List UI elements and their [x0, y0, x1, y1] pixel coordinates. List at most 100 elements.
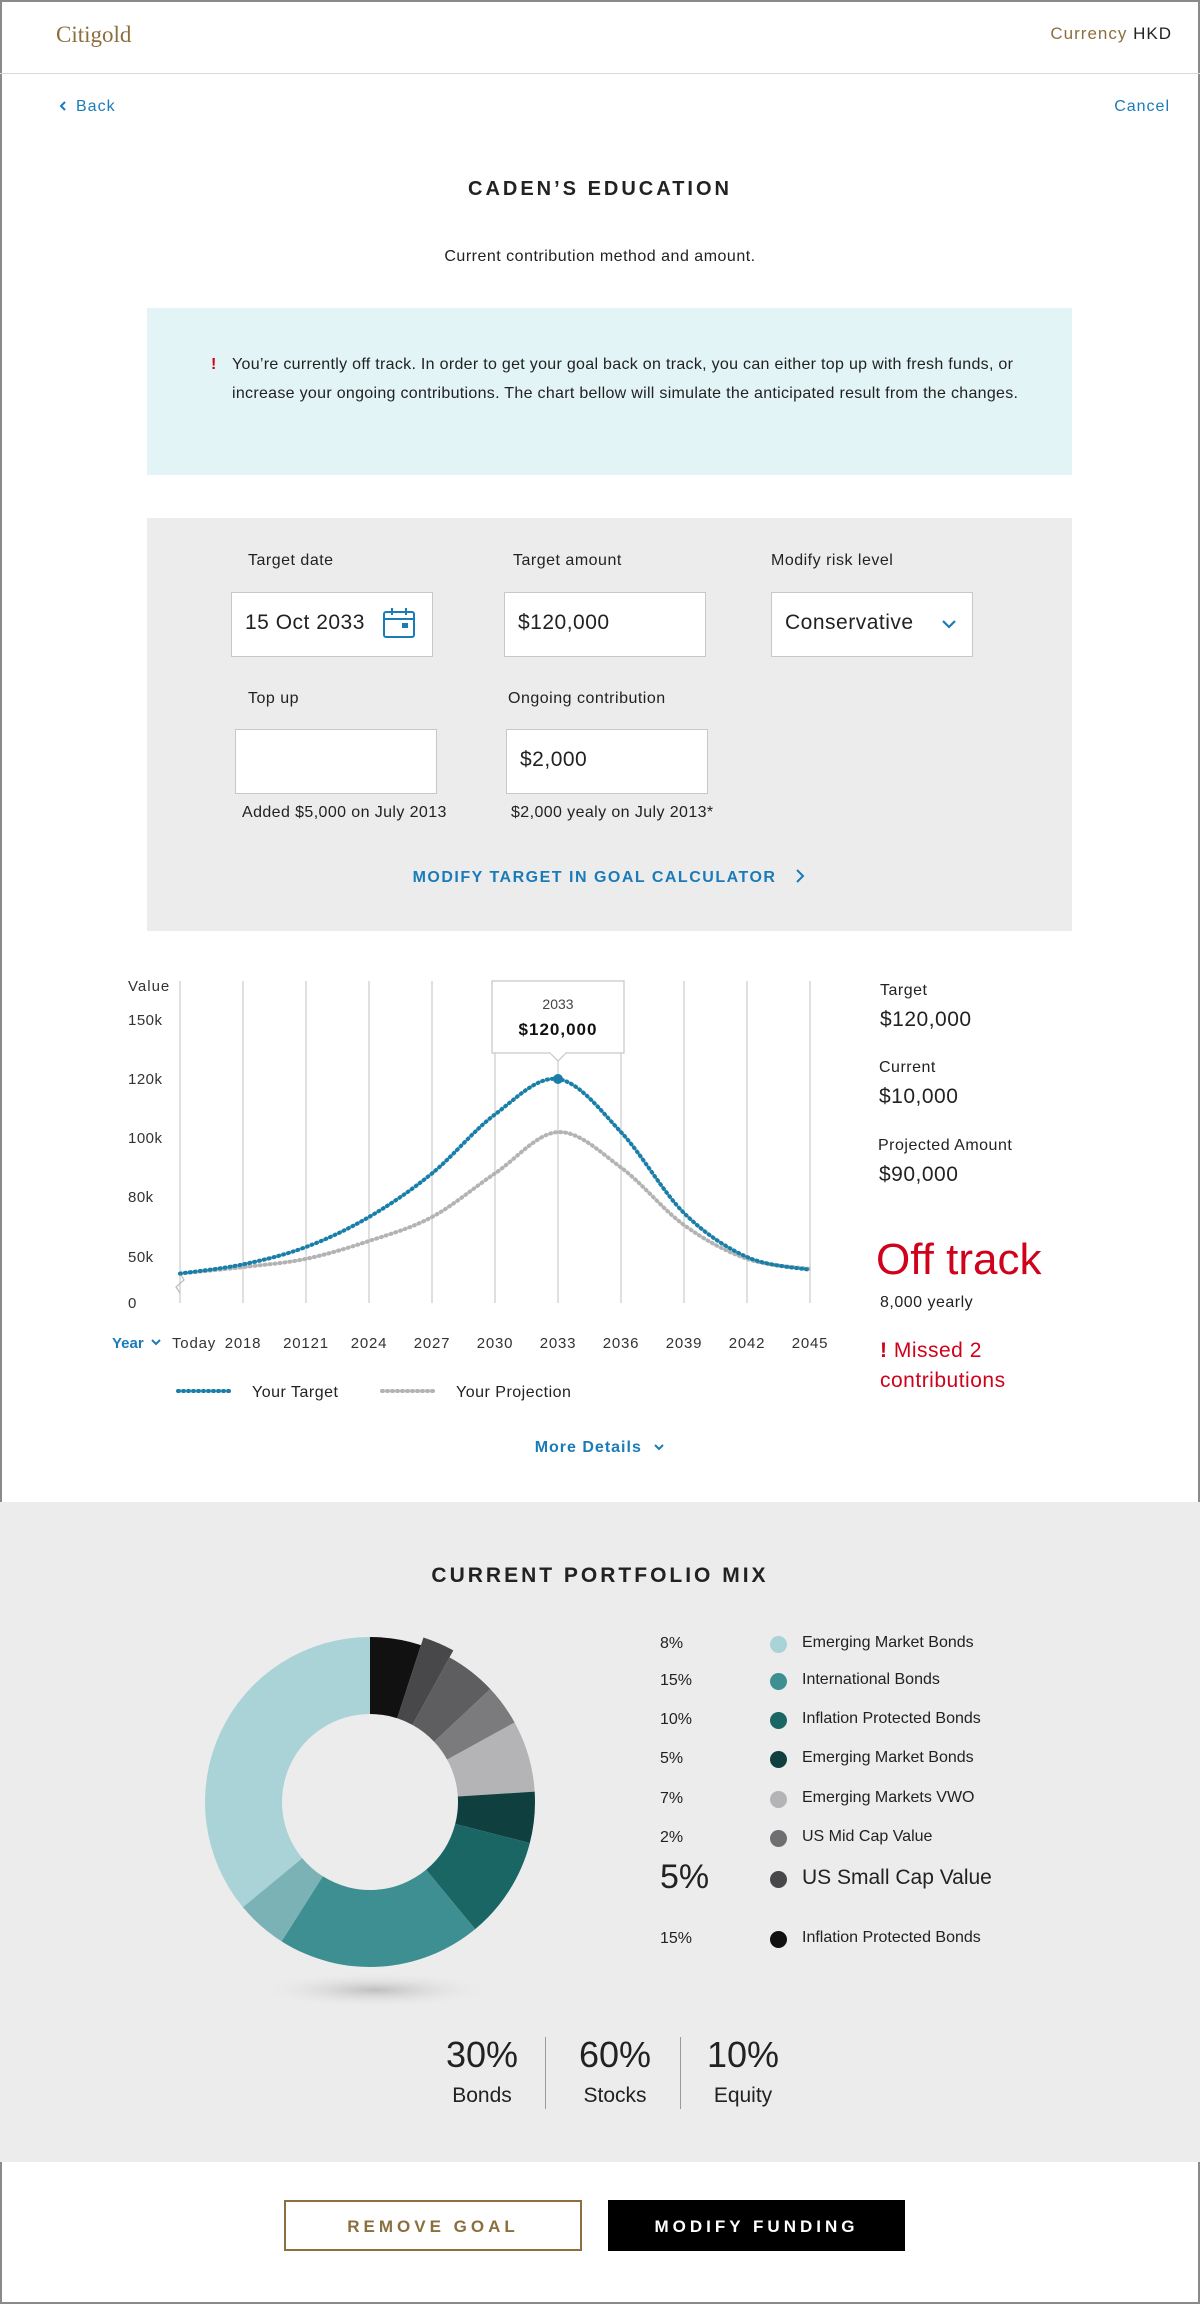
status-badge: Off track — [876, 1235, 1042, 1284]
legend-target-label: Your Target — [252, 1384, 339, 1401]
projection-chart: Value 150k 120k 100k 80k 50k 0 Year Today 2018 201… — [112, 978, 827, 1401]
legend-item: 15% International Bonds — [660, 1666, 1080, 1696]
donut-segment[interactable] — [434, 1689, 515, 1760]
legend-item: 8% Emerging Market Bonds — [660, 1629, 1080, 1659]
y-tick-label: 120k — [128, 1071, 163, 1088]
donut-shadow — [255, 1972, 495, 2008]
x-tick-label: 20121 — [283, 1335, 329, 1352]
more-details-label: More Details — [534, 1439, 642, 1456]
donut-segment[interactable] — [397, 1637, 454, 1725]
legend-label: Emerging Market Bonds — [802, 1634, 974, 1651]
legend-item: 2% US Mid Cap Value — [660, 1823, 1080, 1853]
legend-percent: 15% — [660, 1930, 693, 1947]
target-label: Target — [880, 982, 928, 999]
risk-level-select[interactable]: Conservative — [771, 592, 973, 657]
missed-contributions: ! Missed 2 contributions — [880, 1336, 1070, 1396]
legend-projection-label: Your Projection — [456, 1384, 571, 1401]
x-tick-label: 2039 — [666, 1335, 703, 1352]
calendar-icon[interactable] — [382, 607, 416, 639]
target-amount-field[interactable]: $120,000 — [504, 592, 706, 657]
legend-swatch — [770, 1673, 787, 1690]
target-date-value: 15 Oct 2033 — [245, 611, 365, 634]
currency-label: Currency — [1050, 24, 1128, 43]
back-label: Back — [76, 98, 116, 115]
ongoing-contribution-value: $2,000 — [520, 748, 588, 771]
total-equity-label: Equity — [713, 2084, 773, 2107]
tooltip-value: $120,000 — [519, 1020, 598, 1039]
target-amount-label: Target amount — [513, 552, 622, 569]
y-tick-label: 100k — [128, 1130, 163, 1147]
total-stocks-label: Stocks — [583, 2084, 647, 2107]
legend-swatch — [770, 1712, 787, 1729]
modify-target-label: MODIFY TARGET IN GOAL CALCULATOR — [412, 869, 777, 886]
chevron-down-icon — [942, 620, 956, 629]
more-details-link[interactable]: More Details — [0, 1439, 1200, 1457]
chevron-right-icon — [796, 869, 805, 883]
target-series-line — [178, 1076, 812, 1276]
legend-percent: 5% — [660, 1858, 710, 1896]
legend-label: Inflation Protected Bonds — [802, 1710, 981, 1727]
donut-segment[interactable] — [281, 1869, 476, 1967]
donut-segment[interactable] — [370, 1637, 421, 1719]
top-up-note: Added $5,000 on July 2013 — [242, 804, 447, 821]
legend-percent: 7% — [660, 1790, 684, 1807]
missed-text: Missed 2 contributions — [880, 1339, 1006, 1392]
portfolio-title: CURRENT PORTFOLIO MIX — [431, 1564, 769, 1587]
total-equity: 10% Equity — [683, 2034, 803, 2108]
total-equity-pct: 10% — [706, 2034, 780, 2075]
modify-funding-button[interactable]: MODIFY FUNDING — [608, 2200, 905, 2251]
target-date-field[interactable]: 15 Oct 2033 — [231, 592, 433, 657]
target-amount-value: $120,000 — [518, 611, 610, 634]
legend-item: 10% Inflation Protected Bonds — [660, 1705, 1080, 1735]
x-tick-label: 2030 — [477, 1335, 514, 1352]
donut-segment[interactable] — [412, 1657, 491, 1742]
currency-selector[interactable]: Currency HKD — [1050, 24, 1172, 44]
top-up-field[interactable] — [235, 729, 437, 794]
target-value: $120,000 — [880, 1008, 972, 1031]
legend-label: Inflation Protected Bonds — [802, 1929, 981, 1946]
tooltip-box — [491, 980, 625, 1054]
legend-item: 5% Emerging Market Bonds — [660, 1744, 1080, 1774]
brand-logo[interactable]: Citigold — [56, 22, 132, 47]
target-date-label: Target date — [248, 552, 334, 569]
x-tick-label: Today — [172, 1335, 216, 1352]
alert-icon: ! — [211, 356, 217, 373]
legend-swatch — [770, 1636, 787, 1653]
legend-item: 15% Inflation Protected Bonds — [660, 1924, 1080, 1954]
x-tick-label: 2033 — [540, 1335, 577, 1352]
year-selector[interactable]: Year — [112, 1335, 144, 1352]
target-peak-marker[interactable] — [553, 1074, 563, 1084]
donut-segment[interactable] — [426, 1823, 530, 1930]
portfolio-donut-chart — [205, 1637, 535, 2008]
y-axis-label: Value — [128, 978, 170, 995]
current-label: Current — [879, 1059, 936, 1076]
legend-swatch — [770, 1931, 787, 1948]
legend-label: US Small Cap Value — [802, 1866, 992, 1889]
current-value: $10,000 — [879, 1085, 959, 1108]
x-tick-label: 2024 — [351, 1335, 388, 1352]
ongoing-contribution-field[interactable]: $2,000 — [506, 729, 708, 794]
legend-item: 7% Emerging Markets VWO — [660, 1784, 1080, 1814]
modify-target-link[interactable]: MODIFY TARGET IN GOAL CALCULATOR — [147, 868, 1072, 887]
ongoing-contribution-note: $2,000 yealy on July 2013* — [511, 804, 714, 821]
chevron-down-icon — [151, 1339, 161, 1346]
y-tick-label: 80k — [128, 1189, 154, 1206]
donut-segment[interactable] — [455, 1791, 535, 1844]
cancel-link[interactable]: Cancel — [1114, 98, 1170, 115]
donut-segment[interactable] — [447, 1722, 535, 1797]
x-tick-label: 2018 — [225, 1335, 262, 1352]
total-bonds-label: Bonds — [452, 2084, 512, 2107]
divider — [680, 2037, 681, 2109]
back-link[interactable]: Back — [58, 98, 116, 116]
tooltip-year: 2033 — [542, 996, 573, 1012]
remove-goal-button[interactable]: REMOVE GOAL — [284, 2200, 582, 2251]
risk-level-label: Modify risk level — [771, 552, 894, 569]
donut-segment[interactable] — [242, 1858, 323, 1942]
legend-item: 5% US Small Cap Value — [660, 1858, 1080, 1896]
y-tick-label: 0 — [128, 1295, 137, 1312]
donut-segment[interactable] — [205, 1637, 370, 1908]
top-up-label: Top up — [248, 690, 300, 707]
currency-value: HKD — [1133, 24, 1172, 43]
legend-swatch — [770, 1791, 787, 1808]
